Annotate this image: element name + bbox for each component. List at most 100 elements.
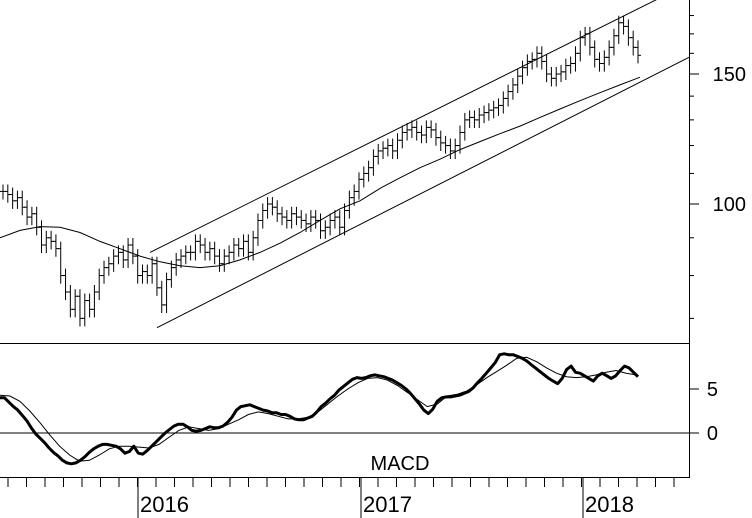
price-panel — [0, 0, 690, 329]
price-bar — [221, 249, 228, 272]
price-bar — [394, 133, 401, 160]
price-bar — [259, 203, 266, 229]
price-bar — [28, 206, 35, 226]
price-bar — [461, 112, 468, 141]
price-bar — [418, 125, 425, 144]
price-bar — [336, 210, 343, 236]
macd-tick-label: 0 — [707, 423, 718, 445]
price-bar — [230, 238, 237, 261]
price-bar — [216, 249, 223, 272]
price-bar — [553, 67, 560, 87]
price-bar — [91, 285, 98, 318]
price-bar — [235, 238, 242, 257]
price-bar — [52, 234, 59, 257]
price-bar — [139, 264, 146, 284]
price-bar — [57, 241, 64, 284]
year-label: 2018 — [585, 492, 634, 517]
price-bar — [62, 268, 69, 301]
price-bar — [577, 30, 584, 62]
price-bar — [101, 260, 108, 284]
price-bar — [548, 67, 555, 87]
price-bar — [375, 143, 382, 165]
price-bar — [298, 210, 305, 229]
macd-line — [0, 352, 640, 466]
year-label: 2016 — [140, 492, 189, 517]
price-bar — [610, 28, 617, 56]
price-bar — [625, 19, 632, 46]
price-bar — [322, 220, 329, 239]
price-bar — [437, 130, 444, 152]
price-bar — [187, 245, 194, 261]
price-bar — [533, 46, 540, 68]
price-bar — [254, 213, 261, 246]
price-bar — [163, 272, 170, 314]
macd-axis: 05 — [689, 379, 718, 445]
price-bar — [591, 40, 598, 68]
price-bar — [476, 108, 483, 128]
price-bar — [442, 135, 449, 154]
price-bar — [471, 110, 478, 128]
price-bar — [274, 200, 281, 222]
price-bar — [67, 285, 74, 318]
price-bar — [96, 268, 103, 301]
price-bar — [567, 56, 574, 74]
price-bar — [48, 230, 55, 250]
price-bar — [312, 210, 319, 229]
price-bar — [24, 200, 31, 226]
price-bar — [197, 234, 204, 254]
price-bars — [0, 15, 641, 327]
price-bar — [288, 206, 295, 229]
price-bar — [630, 30, 637, 56]
price-bar — [543, 54, 550, 83]
price-bar — [490, 100, 497, 119]
price-bar — [620, 15, 627, 35]
price-bar — [153, 256, 160, 296]
price-bar — [466, 110, 473, 128]
price-bar — [596, 52, 603, 72]
price-bar — [428, 120, 435, 139]
price-bar — [144, 264, 151, 284]
price-bar — [226, 245, 233, 265]
price-bar — [43, 230, 50, 254]
price-bar — [0, 184, 6, 200]
price-bar — [9, 187, 16, 209]
price-bar — [355, 172, 362, 200]
price-bar — [601, 50, 608, 72]
price-axis: 100 150 — [689, 15, 746, 319]
price-bar — [206, 241, 213, 261]
price-bar — [283, 210, 290, 229]
price-bar — [19, 190, 26, 216]
price-bar — [182, 245, 189, 265]
price-bar — [380, 141, 387, 160]
price-bar — [33, 206, 40, 236]
channel-lower-line — [156, 56, 690, 329]
price-bar — [384, 138, 391, 157]
price-bar — [38, 220, 45, 254]
price-bar — [327, 213, 334, 236]
price-bar — [86, 293, 93, 318]
price-bar — [481, 105, 488, 124]
price-bar — [72, 289, 79, 318]
price-bar — [293, 206, 300, 226]
price-bar — [110, 249, 117, 272]
price-bar — [370, 149, 377, 176]
price-bar — [279, 206, 286, 226]
price-bar — [81, 293, 88, 327]
price-bar — [423, 120, 430, 144]
price-bar — [264, 197, 271, 219]
price-bar — [158, 280, 165, 314]
price-tick-label: 150 — [713, 64, 746, 86]
price-bar — [495, 98, 502, 116]
price-bar — [562, 58, 569, 80]
price-bar — [399, 125, 406, 149]
price-bar — [269, 197, 276, 216]
price-bar — [485, 103, 492, 121]
price-bar — [192, 234, 199, 261]
price-bar — [317, 213, 324, 239]
time-axis: 2016 2017 2018 — [0, 477, 690, 518]
price-bar — [129, 238, 136, 265]
price-bar — [14, 190, 21, 209]
price-bar — [514, 69, 521, 93]
price-bar — [125, 238, 132, 269]
